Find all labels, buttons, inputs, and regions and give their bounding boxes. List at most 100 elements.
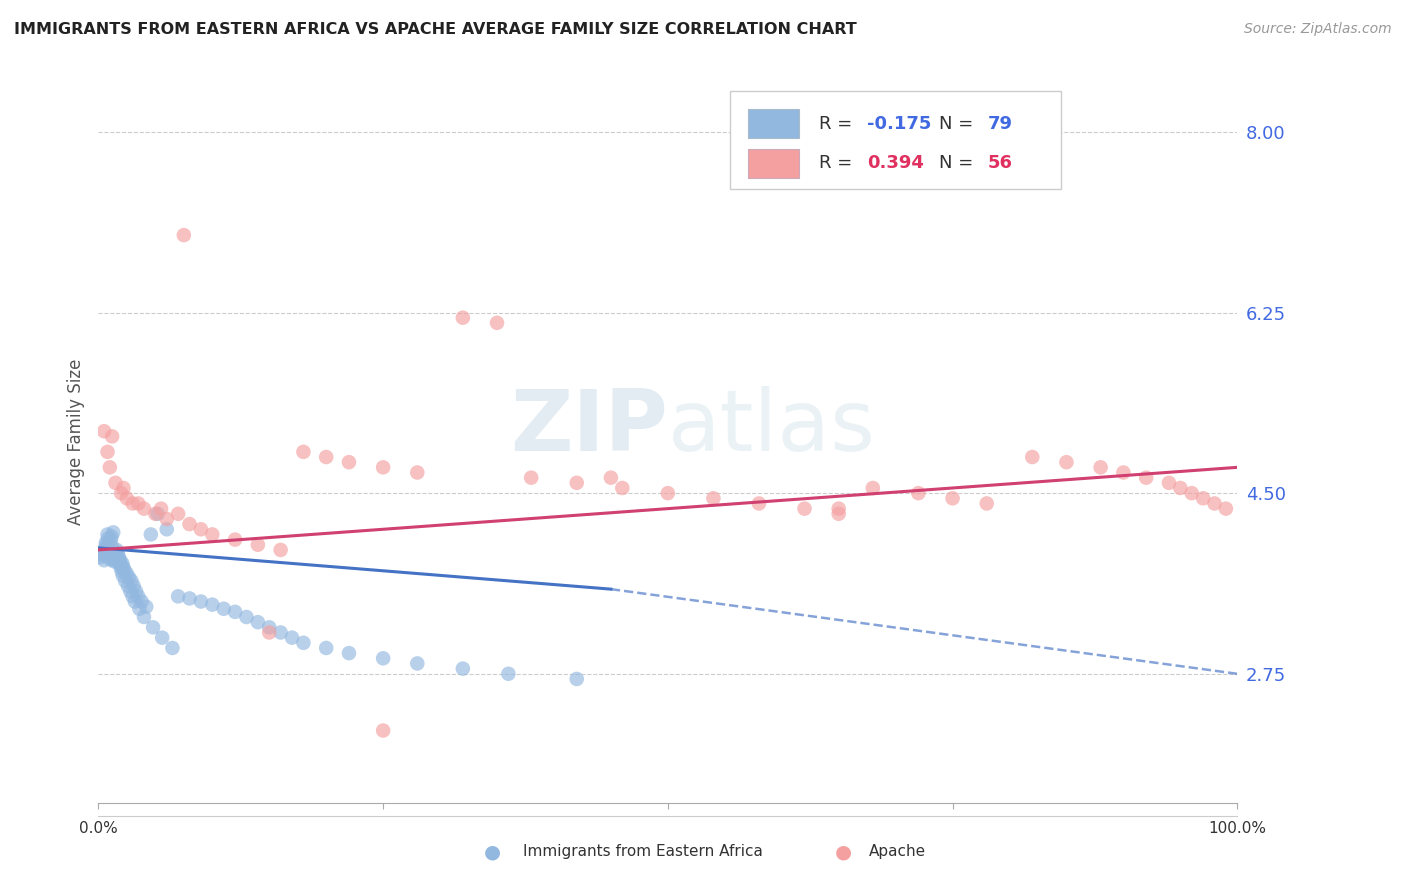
Point bbox=[115, 566, 138, 581]
Point bbox=[93, 424, 115, 438]
Point bbox=[748, 496, 770, 510]
Point bbox=[702, 491, 724, 506]
Point bbox=[259, 625, 281, 640]
Point bbox=[150, 501, 173, 516]
Point bbox=[259, 620, 281, 634]
Point bbox=[146, 507, 169, 521]
Point bbox=[520, 471, 543, 485]
Y-axis label: Average Family Size: Average Family Size bbox=[66, 359, 84, 524]
Point bbox=[167, 590, 190, 604]
Point bbox=[127, 496, 149, 510]
Point bbox=[1215, 501, 1237, 516]
Point bbox=[315, 450, 337, 464]
Point bbox=[451, 310, 474, 325]
Point bbox=[124, 594, 146, 608]
Point bbox=[115, 491, 138, 506]
Point bbox=[139, 527, 162, 541]
Point bbox=[600, 471, 623, 485]
Point bbox=[292, 445, 315, 459]
Point bbox=[486, 316, 509, 330]
Point bbox=[156, 512, 179, 526]
Point bbox=[121, 496, 143, 510]
Point bbox=[112, 481, 135, 495]
Point bbox=[97, 532, 120, 546]
Point bbox=[167, 507, 190, 521]
Point bbox=[93, 553, 115, 567]
Point bbox=[105, 542, 128, 557]
Point bbox=[337, 455, 360, 469]
Point bbox=[103, 554, 125, 568]
Point bbox=[94, 535, 117, 549]
Point bbox=[132, 610, 155, 624]
Text: R =: R = bbox=[820, 154, 858, 172]
Point bbox=[108, 553, 131, 567]
Point bbox=[112, 560, 135, 574]
Point bbox=[406, 657, 429, 671]
Point bbox=[190, 594, 212, 608]
Point bbox=[451, 662, 474, 676]
Text: -0.175: -0.175 bbox=[868, 115, 932, 133]
Point bbox=[107, 546, 129, 560]
Point bbox=[110, 486, 132, 500]
Point bbox=[104, 550, 127, 565]
Point bbox=[173, 228, 195, 243]
Point bbox=[111, 565, 134, 579]
Point bbox=[270, 625, 292, 640]
FancyBboxPatch shape bbox=[748, 149, 799, 178]
Point bbox=[110, 558, 132, 573]
Point bbox=[315, 640, 337, 655]
Point bbox=[118, 571, 141, 585]
Point bbox=[246, 538, 269, 552]
Point bbox=[110, 560, 132, 574]
Point bbox=[127, 590, 149, 604]
Point bbox=[270, 542, 292, 557]
Text: atlas: atlas bbox=[668, 385, 876, 468]
Point bbox=[1181, 486, 1204, 500]
Point bbox=[406, 466, 429, 480]
Text: Apache: Apache bbox=[869, 845, 927, 859]
Point bbox=[337, 646, 360, 660]
Point bbox=[142, 620, 165, 634]
Point bbox=[292, 636, 315, 650]
Point bbox=[212, 601, 235, 615]
Point bbox=[179, 591, 201, 606]
Point bbox=[96, 527, 118, 541]
Point bbox=[105, 546, 128, 560]
Point bbox=[108, 550, 131, 565]
Text: ZIP: ZIP bbox=[510, 385, 668, 468]
Text: 100.0%: 100.0% bbox=[1208, 822, 1267, 837]
Point bbox=[179, 517, 201, 532]
Point bbox=[1112, 466, 1135, 480]
Text: 56: 56 bbox=[988, 154, 1012, 172]
Point bbox=[150, 631, 173, 645]
Point bbox=[114, 574, 136, 588]
Text: IMMIGRANTS FROM EASTERN AFRICA VS APACHE AVERAGE FAMILY SIZE CORRELATION CHART: IMMIGRANTS FROM EASTERN AFRICA VS APACHE… bbox=[14, 22, 856, 37]
Point bbox=[120, 584, 142, 599]
Point bbox=[281, 631, 304, 645]
Point bbox=[111, 557, 134, 571]
Point bbox=[98, 460, 121, 475]
Point bbox=[101, 429, 124, 443]
Point bbox=[114, 564, 136, 578]
Text: N =: N = bbox=[939, 115, 979, 133]
Point bbox=[98, 544, 121, 558]
Point bbox=[98, 550, 121, 565]
Point bbox=[565, 672, 588, 686]
Point bbox=[1135, 471, 1157, 485]
Point bbox=[100, 533, 122, 547]
Point bbox=[907, 486, 929, 500]
Point bbox=[371, 723, 394, 738]
Text: R =: R = bbox=[820, 115, 858, 133]
Point bbox=[108, 557, 131, 571]
Point bbox=[235, 610, 257, 624]
Point bbox=[201, 598, 224, 612]
Point bbox=[93, 541, 115, 556]
Point bbox=[162, 640, 184, 655]
Point bbox=[100, 552, 122, 566]
Point bbox=[94, 542, 117, 557]
Point bbox=[101, 540, 124, 554]
Point bbox=[103, 525, 125, 540]
Point bbox=[828, 507, 851, 521]
Point bbox=[122, 579, 145, 593]
Point bbox=[117, 579, 139, 593]
